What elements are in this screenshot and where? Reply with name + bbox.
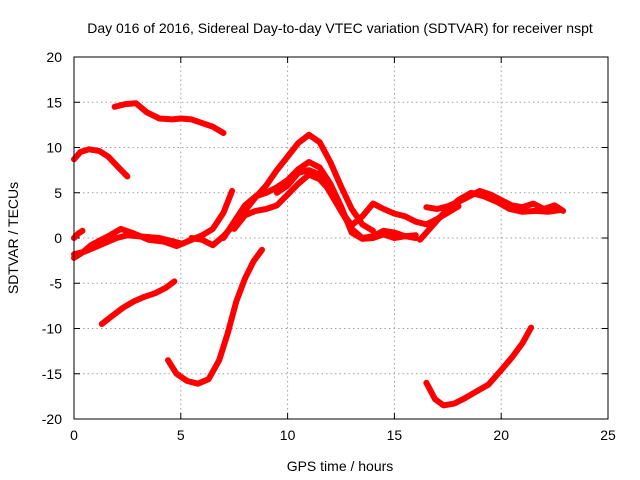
series-group [71,100,567,409]
series-line [71,146,131,180]
y-tick-label: 10 [46,140,62,156]
series-line [165,246,265,387]
x-tick-label: 15 [387,427,403,443]
series-line [71,187,236,261]
x-tick-label: 5 [177,427,185,443]
y-tick-label: -10 [42,321,62,337]
y-tick-label: -5 [50,275,63,291]
y-tick-label: 0 [54,230,62,246]
x-tick-label: 25 [600,427,616,443]
tick-labels: 0 5 10 15 20 25 -20 -15 -10 -5 0 5 10 15 20 [42,49,616,443]
series-line [423,187,567,214]
series-line [111,100,227,136]
chart-title: Day 016 of 2016, Sidereal Day-to-day VTE… [87,20,593,36]
y-axis-label: SDTVAR / TECUs [5,182,21,294]
series-line [98,278,178,327]
x-tick-label: 0 [70,427,78,443]
series-line [220,159,419,242]
plot-frame [73,56,609,420]
y-tick-label: 20 [46,49,62,65]
series-line [273,167,462,229]
x-tick-label: 10 [280,427,296,443]
x-axis-label: GPS time / hours [287,458,394,474]
y-tick-label: 5 [54,185,62,201]
y-tick-label: 15 [46,94,62,110]
y-tick-label: -15 [42,366,62,382]
series-line [417,189,564,243]
x-tick-label: 20 [493,427,509,443]
y-tick-label: -20 [42,411,62,427]
series-line [423,324,535,409]
series-line [71,227,86,241]
